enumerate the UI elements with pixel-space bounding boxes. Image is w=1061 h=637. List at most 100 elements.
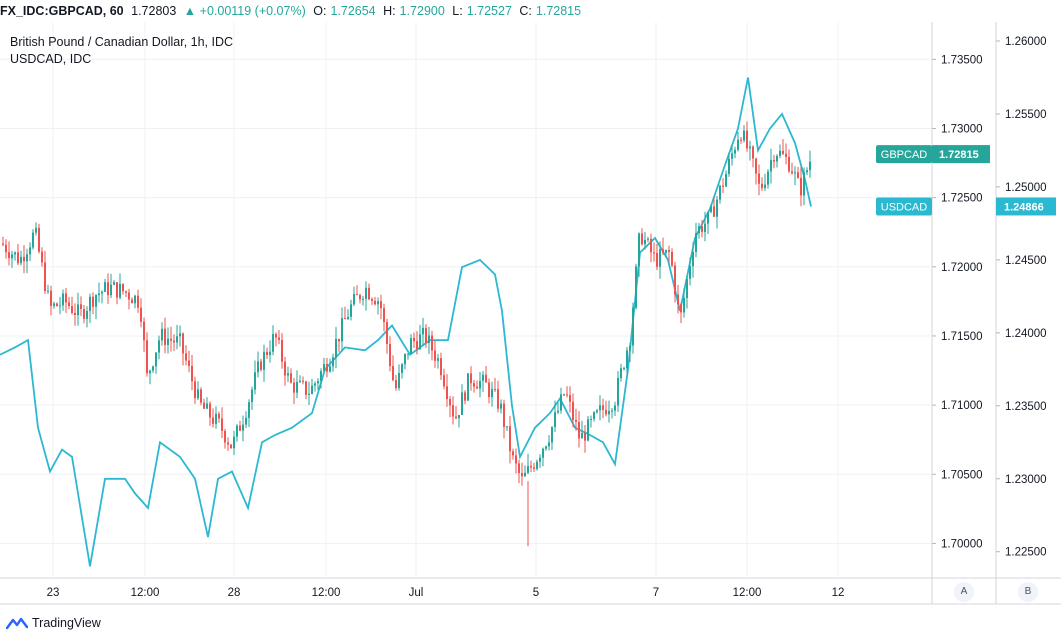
candle-body xyxy=(611,410,613,412)
candle-body xyxy=(737,139,739,150)
time-tick-label: 7 xyxy=(653,587,659,599)
candle-body xyxy=(137,295,139,308)
right-tick-label: 1.25000 xyxy=(1005,182,1047,194)
candle-body xyxy=(623,368,625,370)
candle-body xyxy=(377,301,379,305)
candle-body xyxy=(50,290,52,306)
candle-body xyxy=(206,403,208,409)
candle-body xyxy=(59,305,61,307)
candle-body xyxy=(5,244,7,253)
candle-body xyxy=(92,296,94,307)
candle-body xyxy=(62,293,64,306)
candle-body xyxy=(599,405,601,411)
candle-body xyxy=(311,385,313,394)
candle-body xyxy=(251,389,253,403)
candle-body xyxy=(269,351,271,356)
candle-body xyxy=(110,284,112,296)
candle-body xyxy=(755,158,757,174)
candle-body xyxy=(161,328,163,341)
candle-body xyxy=(338,338,340,342)
candle-body xyxy=(752,146,754,159)
candle-body xyxy=(203,402,205,409)
symbol-header: FX_IDC:GBPCAD, 60 1.72803 ▲ +0.00119 (+0… xyxy=(0,0,1061,22)
candle-body xyxy=(524,472,526,477)
candle-body xyxy=(308,393,310,395)
candle-body xyxy=(629,345,631,351)
candle-body xyxy=(413,338,415,342)
footer: TradingView xyxy=(0,612,1061,637)
tradingview-logo[interactable]: TradingView xyxy=(6,616,101,630)
candle-body xyxy=(200,389,202,403)
candle-body xyxy=(149,370,151,374)
close-label: C: xyxy=(519,4,532,18)
candle-body xyxy=(386,322,388,345)
candle-body xyxy=(335,338,337,358)
candle-body xyxy=(404,354,406,365)
candle-body xyxy=(260,361,262,370)
time-tick-label: 5 xyxy=(533,587,539,599)
candle-body xyxy=(794,172,796,174)
candle-body xyxy=(14,252,16,255)
candle-body xyxy=(509,426,511,452)
candle-body xyxy=(692,251,694,267)
candle-body xyxy=(242,424,244,431)
main-series-title[interactable]: British Pound / Canadian Dollar, 1h, IDC xyxy=(10,35,234,49)
candle-body xyxy=(686,278,688,299)
candle-body xyxy=(437,358,439,361)
candle-body xyxy=(2,243,4,245)
candle-body xyxy=(389,344,391,367)
last-price: 1.72803 xyxy=(131,4,177,18)
candle-body xyxy=(191,366,193,382)
high-value: 1.72900 xyxy=(399,4,445,18)
candle-body xyxy=(734,149,736,154)
candle-body xyxy=(716,199,718,217)
right-tick-label: 1.23500 xyxy=(1005,401,1047,413)
open-value: 1.72654 xyxy=(330,4,376,18)
candle-body xyxy=(689,266,691,279)
overlay-series-title[interactable]: USDCAD, IDC xyxy=(10,52,92,66)
candle-body xyxy=(668,249,670,252)
candle-body xyxy=(746,130,748,149)
candle-body xyxy=(128,292,130,300)
candle-body xyxy=(452,405,454,417)
scale-a-button[interactable]: A xyxy=(954,582,974,602)
right-price-axis[interactable]: 1.26000 1.25500 1.25000 1.24500 1.24000 1.235… xyxy=(996,36,1047,559)
time-axis[interactable]: 23 12:00 28 12:00 Jul 5 7 12:00 12 xyxy=(47,587,845,599)
candle-body xyxy=(482,374,484,381)
candle-body xyxy=(218,413,220,419)
candle-body xyxy=(20,256,22,264)
candle-body xyxy=(728,158,730,174)
scale-b-button[interactable]: B xyxy=(1018,582,1038,602)
time-tick-label: 12:00 xyxy=(733,587,762,599)
candle-body xyxy=(227,442,229,445)
candle-body xyxy=(464,392,466,401)
left-tick-label: 1.70500 xyxy=(941,469,983,481)
chart-grid xyxy=(0,22,1061,605)
candle-body xyxy=(563,394,565,396)
candle-body xyxy=(446,386,448,400)
candle-body xyxy=(533,467,535,469)
candle-body xyxy=(320,370,322,382)
symbol-name[interactable]: FX_IDC:GBPCAD, 60 xyxy=(0,4,124,18)
last-price-badges: GBPCAD 1.72815 USDCAD 1.24866 xyxy=(876,145,1056,216)
candle-body xyxy=(791,171,793,174)
candle-body xyxy=(329,366,331,372)
candle-body xyxy=(371,299,373,301)
candle-body xyxy=(47,290,49,292)
candle-body xyxy=(323,363,325,371)
candle-body xyxy=(674,265,676,295)
candle-body xyxy=(560,394,562,411)
candle-body xyxy=(41,251,43,263)
candle-body xyxy=(803,172,805,196)
candle-body xyxy=(614,405,616,411)
candle-body xyxy=(551,427,553,443)
candle-body xyxy=(101,291,103,294)
candle-body xyxy=(620,368,622,378)
candle-body xyxy=(557,410,559,413)
low-label: L: xyxy=(452,4,463,18)
candle-body xyxy=(305,381,307,395)
candle-body xyxy=(479,380,481,389)
candle-body xyxy=(89,296,91,312)
left-price-axis[interactable]: 1.73500 1.73000 1.72500 1.72000 1.71500 1.710… xyxy=(932,54,983,550)
